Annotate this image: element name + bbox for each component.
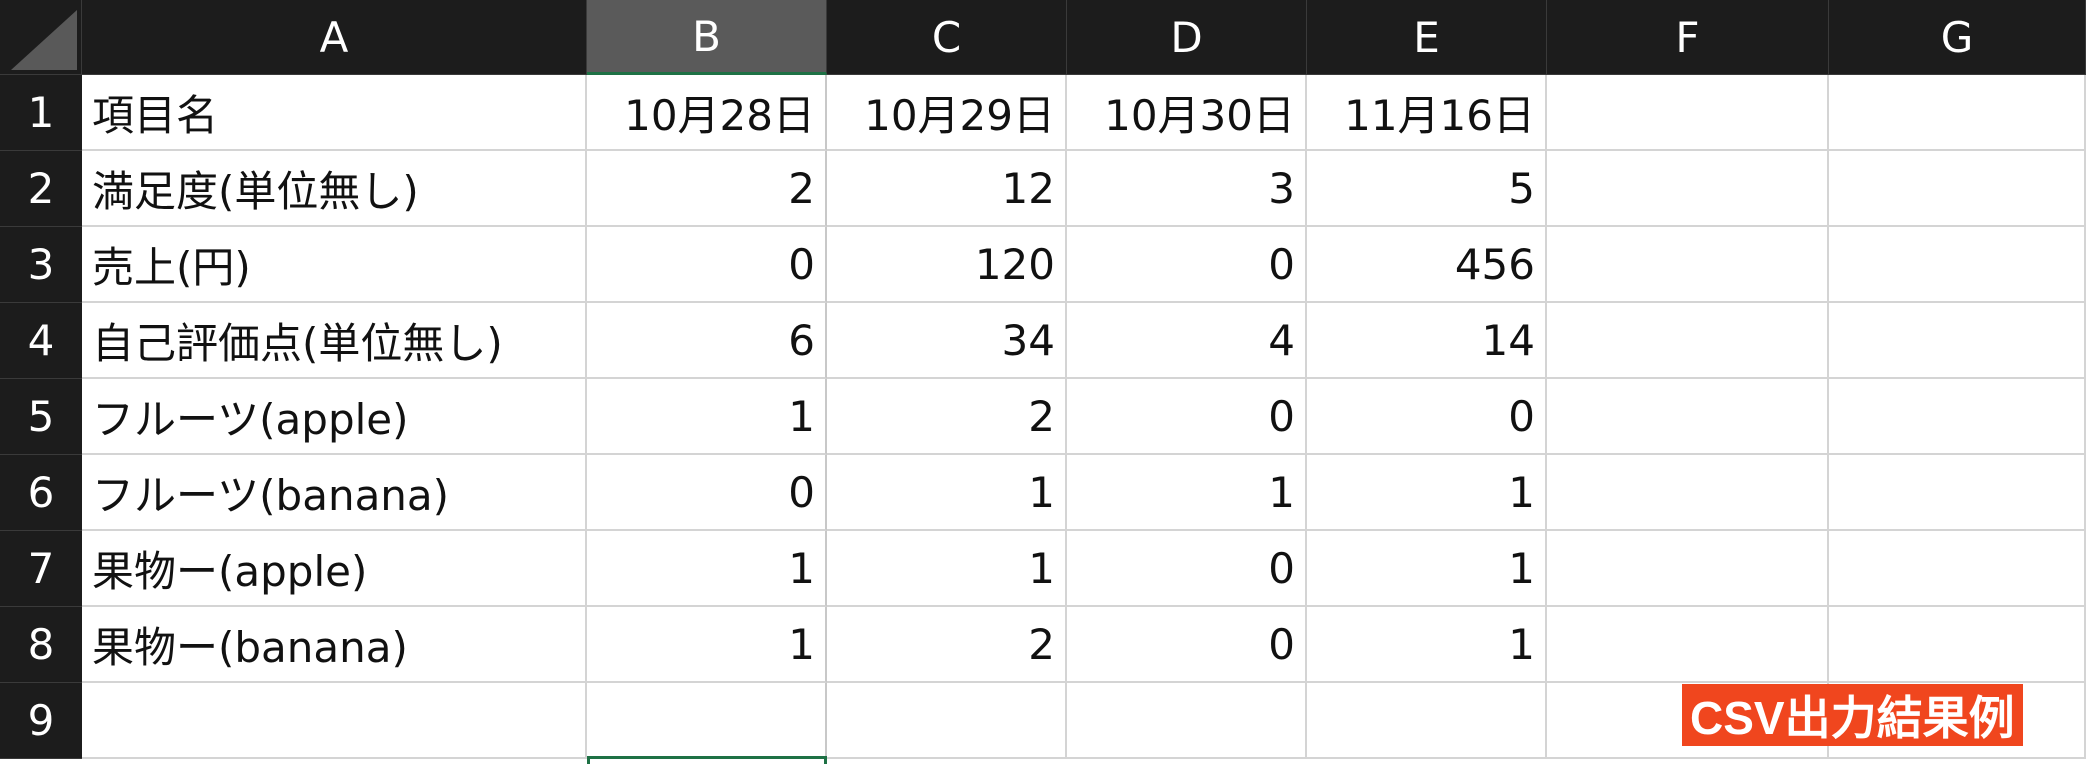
cell-e9[interactable]	[1307, 683, 1547, 759]
cell-a2[interactable]: 満足度(単位無し)	[82, 151, 587, 227]
cell-e1[interactable]: 11月16日	[1307, 75, 1547, 151]
column-header-e[interactable]: E	[1307, 0, 1547, 75]
cell-e6[interactable]: 1	[1307, 455, 1547, 531]
cell-f4[interactable]	[1547, 303, 1829, 379]
cell-g6[interactable]	[1829, 455, 2086, 531]
cell-g7[interactable]	[1829, 531, 2086, 607]
column-header-d[interactable]: D	[1067, 0, 1307, 75]
cell-a7[interactable]: 果物ー(apple)	[82, 531, 587, 607]
cell-g3[interactable]	[1829, 227, 2086, 303]
cell-c9[interactable]	[827, 683, 1067, 759]
cell-b7[interactable]: 1	[587, 531, 827, 607]
cell-g1[interactable]	[1829, 75, 2086, 151]
cell-a6[interactable]: フルーツ(banana)	[82, 455, 587, 531]
row-header-4[interactable]: 4	[0, 303, 82, 379]
cell-f6[interactable]	[1547, 455, 1829, 531]
cell-a4[interactable]: 自己評価点(単位無し)	[82, 303, 587, 379]
row-header-8[interactable]: 8	[0, 607, 82, 683]
column-header-a[interactable]: A	[82, 0, 587, 75]
cell-c6[interactable]: 1	[827, 455, 1067, 531]
column-header-f[interactable]: F	[1547, 0, 1829, 75]
row-header-5[interactable]: 5	[0, 379, 82, 455]
cell-d3[interactable]: 0	[1067, 227, 1307, 303]
cell-a8[interactable]: 果物ー(banana)	[82, 607, 587, 683]
cell-c4[interactable]: 34	[827, 303, 1067, 379]
cell-a3[interactable]: 売上(円)	[82, 227, 587, 303]
cell-b3[interactable]: 0	[587, 227, 827, 303]
row-header-7[interactable]: 7	[0, 531, 82, 607]
cell-g5[interactable]	[1829, 379, 2086, 455]
cell-e8[interactable]: 1	[1307, 607, 1547, 683]
cell-e2[interactable]: 5	[1307, 151, 1547, 227]
cell-d1[interactable]: 10月30日	[1067, 75, 1307, 151]
cell-f8[interactable]	[1547, 607, 1829, 683]
cell-b5[interactable]: 1	[587, 379, 827, 455]
cell-d7[interactable]: 0	[1067, 531, 1307, 607]
cell-g2[interactable]	[1829, 151, 2086, 227]
row-header-9[interactable]: 9	[0, 683, 82, 759]
cell-c3[interactable]: 120	[827, 227, 1067, 303]
cell-b1[interactable]: 10月28日	[587, 75, 827, 151]
cell-e3[interactable]: 456	[1307, 227, 1547, 303]
cell-f7[interactable]	[1547, 531, 1829, 607]
cell-c1[interactable]: 10月29日	[827, 75, 1067, 151]
row-header-2[interactable]: 2	[0, 151, 82, 227]
cell-a1[interactable]: 項目名	[82, 75, 587, 151]
cell-b8[interactable]: 1	[587, 607, 827, 683]
cell-f2[interactable]	[1547, 151, 1829, 227]
cell-f3[interactable]	[1547, 227, 1829, 303]
cell-c7[interactable]: 1	[827, 531, 1067, 607]
cell-b2[interactable]: 2	[587, 151, 827, 227]
csv-output-example-badge: CSV出力結果例	[1682, 684, 2023, 746]
row-header-1[interactable]: 1	[0, 75, 82, 151]
column-header-c[interactable]: C	[827, 0, 1067, 75]
cell-b6[interactable]: 0	[587, 455, 827, 531]
cell-g9[interactable]	[1829, 683, 2086, 759]
cell-a5[interactable]: フルーツ(apple)	[82, 379, 587, 455]
cell-d8[interactable]: 0	[1067, 607, 1307, 683]
cell-g8[interactable]	[1829, 607, 2086, 683]
cell-d4[interactable]: 4	[1067, 303, 1307, 379]
cell-d2[interactable]: 3	[1067, 151, 1307, 227]
cell-c5[interactable]: 2	[827, 379, 1067, 455]
row-header-3[interactable]: 3	[0, 227, 82, 303]
active-cell-selection	[587, 756, 827, 764]
cell-a9[interactable]	[82, 683, 587, 759]
column-header-g[interactable]: G	[1829, 0, 2086, 75]
cell-d6[interactable]: 1	[1067, 455, 1307, 531]
cell-f5[interactable]	[1547, 379, 1829, 455]
cell-g4[interactable]	[1829, 303, 2086, 379]
cell-b4[interactable]: 6	[587, 303, 827, 379]
cell-d5[interactable]: 0	[1067, 379, 1307, 455]
row-header-6[interactable]: 6	[0, 455, 82, 531]
cell-c2[interactable]: 12	[827, 151, 1067, 227]
select-all-corner[interactable]	[0, 0, 82, 75]
cell-e4[interactable]: 14	[1307, 303, 1547, 379]
cell-c8[interactable]: 2	[827, 607, 1067, 683]
cell-e5[interactable]: 0	[1307, 379, 1547, 455]
cell-b9[interactable]	[587, 683, 827, 759]
cell-f1[interactable]	[1547, 75, 1829, 151]
cell-e7[interactable]: 1	[1307, 531, 1547, 607]
cell-d9[interactable]	[1067, 683, 1307, 759]
column-header-b[interactable]: B	[587, 0, 827, 75]
select-all-triangle-icon	[11, 10, 77, 70]
